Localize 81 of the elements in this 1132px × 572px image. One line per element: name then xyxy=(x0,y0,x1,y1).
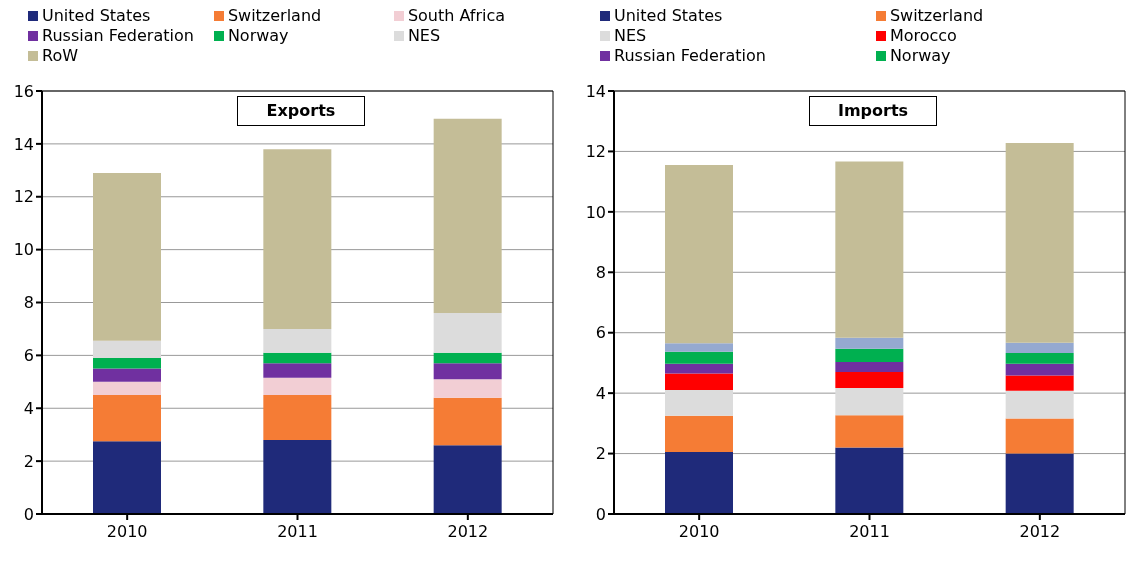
bar xyxy=(835,161,904,338)
bar xyxy=(93,368,161,382)
bar xyxy=(93,395,161,442)
legend-label: Russian Federation xyxy=(614,46,766,65)
bar xyxy=(263,395,332,440)
y-tick-label: 6 xyxy=(23,346,34,366)
x-tick-label: 2012 xyxy=(1019,522,1061,542)
bar xyxy=(665,390,733,416)
x-tick-label: 2011 xyxy=(277,522,318,542)
y-tick-label: 10 xyxy=(13,240,34,260)
y-tick-label: 2 xyxy=(23,451,34,471)
bar xyxy=(433,118,502,314)
bar xyxy=(665,415,733,453)
bar xyxy=(433,445,502,514)
bar xyxy=(835,348,904,363)
x-tick-label: 2012 xyxy=(447,522,489,542)
y-tick-label: 16 xyxy=(13,81,34,101)
bar xyxy=(835,415,904,448)
legend-label: South Africa xyxy=(407,6,506,25)
bar xyxy=(665,363,733,374)
bar xyxy=(665,343,733,352)
bar xyxy=(1005,142,1074,343)
bar xyxy=(835,447,904,514)
y-tick-label: 12 xyxy=(585,142,606,162)
bar xyxy=(263,328,332,353)
legend-label: United States xyxy=(614,6,723,25)
bar xyxy=(1005,418,1074,454)
legend-label: Norway xyxy=(227,26,289,45)
bar xyxy=(433,363,502,380)
y-tick-label: 6 xyxy=(595,323,606,343)
bar xyxy=(835,388,904,416)
y-tick-label: 0 xyxy=(595,504,606,524)
bar xyxy=(263,363,332,378)
y-tick-label: 14 xyxy=(585,81,606,101)
y-tick-label: 12 xyxy=(13,187,34,207)
x-tick-label: 2011 xyxy=(849,522,890,542)
bar xyxy=(1005,363,1074,376)
bar xyxy=(835,371,904,389)
legend-label: United States xyxy=(42,6,151,25)
bar xyxy=(1005,352,1074,364)
bar xyxy=(433,379,502,398)
bar xyxy=(433,397,502,446)
y-tick-label: 10 xyxy=(585,202,606,222)
legend-label: Norway xyxy=(889,46,951,65)
bar xyxy=(835,362,904,372)
bar xyxy=(433,313,502,353)
x-tick-label: 2010 xyxy=(678,522,720,542)
bar xyxy=(1005,342,1074,353)
bar xyxy=(263,377,332,396)
legend-label: NES xyxy=(614,26,647,45)
legend-label: Switzerland xyxy=(889,6,984,25)
bar xyxy=(835,337,904,349)
bar xyxy=(263,352,332,364)
bar xyxy=(433,352,502,364)
x-tick-label: 2010 xyxy=(106,522,148,542)
bar xyxy=(93,340,161,359)
bar xyxy=(93,441,161,514)
bar xyxy=(665,165,733,344)
bar xyxy=(665,373,733,391)
y-tick-label: 4 xyxy=(23,398,34,418)
bar xyxy=(1005,375,1074,391)
y-tick-label: 2 xyxy=(595,444,606,464)
bar xyxy=(93,172,161,341)
bar xyxy=(263,439,332,514)
bar xyxy=(93,381,161,396)
legend-label: RoW xyxy=(42,46,79,65)
legend-label: Switzerland xyxy=(227,6,322,25)
y-tick-label: 8 xyxy=(595,262,606,282)
y-tick-label: 4 xyxy=(595,383,606,403)
y-tick-label: 8 xyxy=(23,293,34,313)
legend-label: Russian Federation xyxy=(42,26,194,45)
legend-label: NES xyxy=(407,26,441,45)
legend-label: Morocco xyxy=(889,26,957,45)
bar xyxy=(1005,390,1074,419)
bar xyxy=(665,351,733,364)
y-tick-label: 0 xyxy=(23,504,34,524)
y-tick-label: 14 xyxy=(13,134,34,154)
bar xyxy=(1005,453,1074,514)
bar xyxy=(93,358,161,369)
bar xyxy=(665,452,733,514)
bar xyxy=(263,149,332,329)
